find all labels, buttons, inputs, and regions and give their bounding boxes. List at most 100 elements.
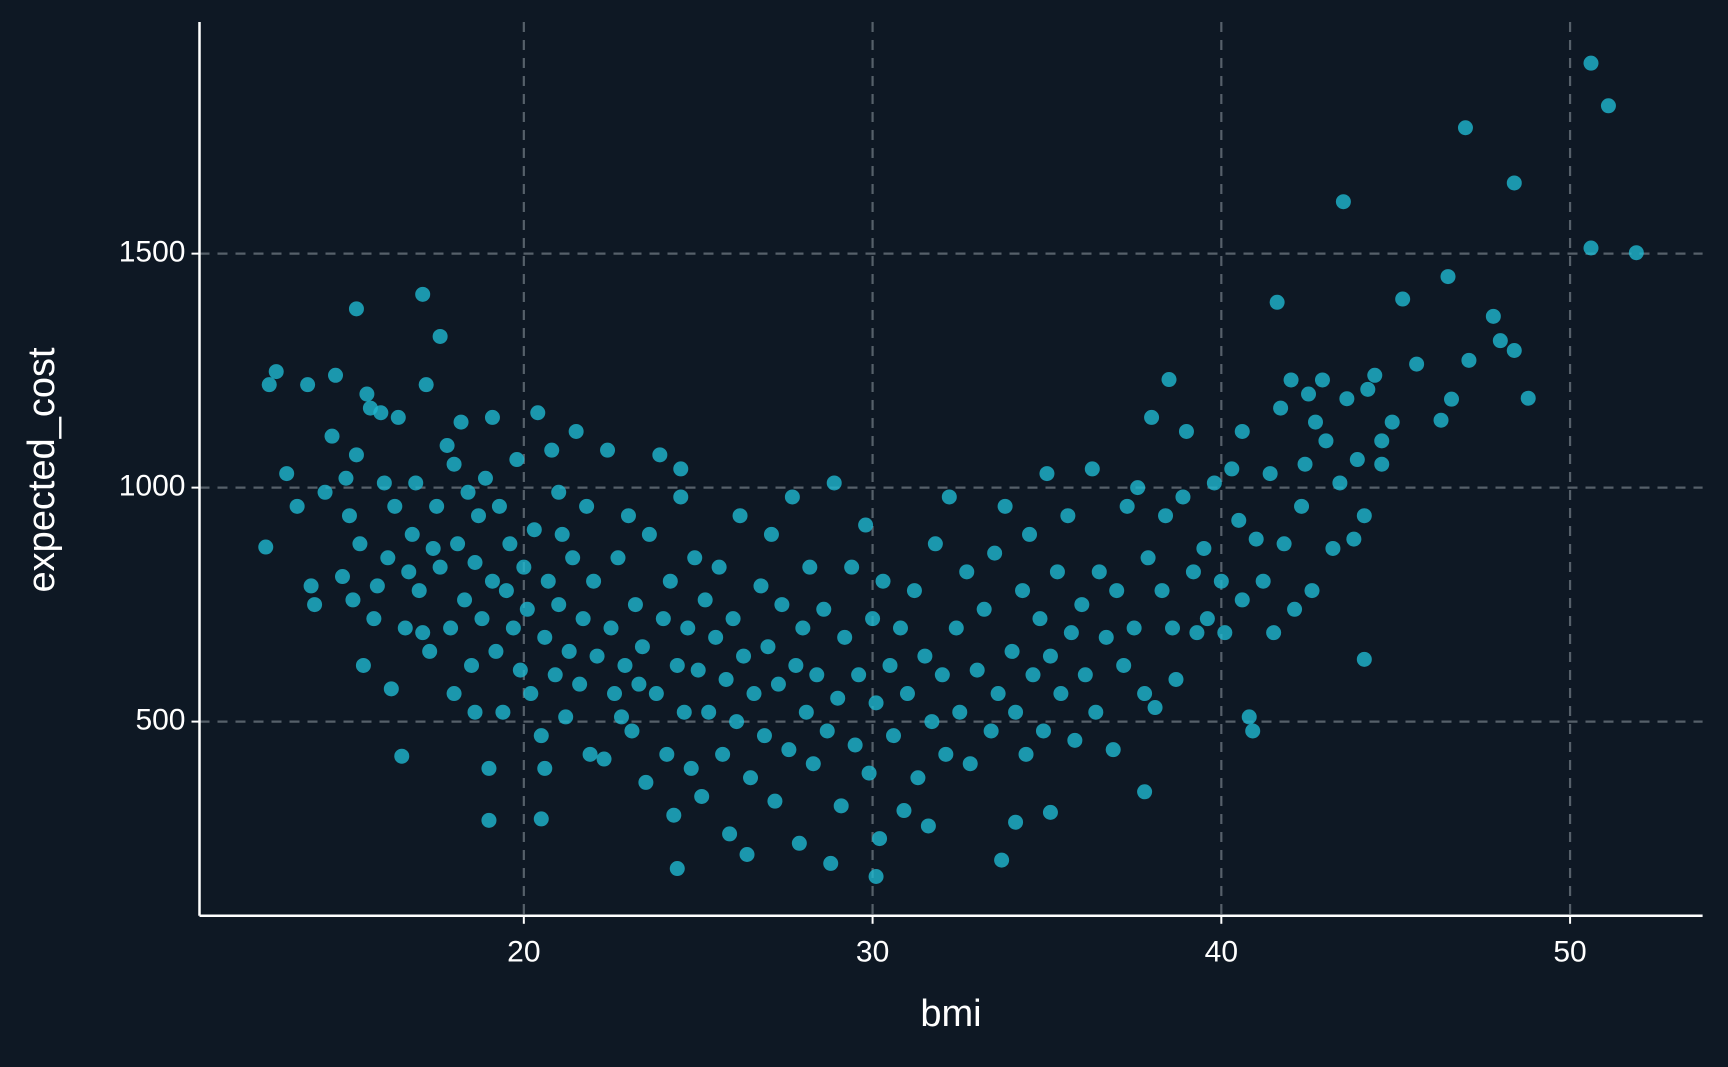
- point: [474, 611, 490, 627]
- point: [1175, 489, 1191, 505]
- point: [1178, 423, 1194, 439]
- points: [258, 55, 1644, 884]
- point: [920, 818, 936, 834]
- point: [328, 367, 344, 383]
- point: [1433, 412, 1449, 428]
- point: [770, 676, 786, 692]
- point: [1374, 456, 1390, 472]
- point: [617, 657, 633, 673]
- point: [600, 442, 616, 458]
- point: [390, 409, 406, 425]
- point: [1461, 352, 1477, 368]
- point: [446, 686, 462, 702]
- point: [432, 328, 448, 344]
- point: [753, 578, 769, 594]
- point: [1185, 564, 1201, 580]
- point: [851, 667, 867, 683]
- point: [1032, 611, 1048, 627]
- point: [1356, 651, 1372, 667]
- x-tick-label: 40: [1205, 936, 1238, 969]
- point: [669, 861, 685, 877]
- point: [976, 601, 992, 617]
- point: [1077, 667, 1093, 683]
- point: [1074, 597, 1090, 613]
- point: [1506, 343, 1522, 359]
- point: [1339, 391, 1355, 407]
- point: [279, 466, 295, 482]
- point: [380, 550, 396, 566]
- point: [355, 657, 371, 673]
- point: [491, 498, 507, 514]
- point: [1600, 98, 1616, 114]
- point: [544, 442, 560, 458]
- point: [805, 756, 821, 772]
- point: [1189, 625, 1205, 641]
- point: [481, 812, 497, 828]
- point: [1004, 643, 1020, 659]
- point: [1008, 814, 1024, 830]
- point: [673, 461, 689, 477]
- point: [788, 657, 804, 673]
- point: [791, 835, 807, 851]
- point: [610, 550, 626, 566]
- y-axis-title: expected_cost: [21, 347, 63, 592]
- point: [1287, 601, 1303, 617]
- point: [519, 601, 535, 617]
- point: [1245, 723, 1261, 739]
- point: [376, 475, 392, 491]
- point: [1018, 746, 1034, 762]
- point: [596, 751, 612, 767]
- point: [1583, 240, 1599, 256]
- point: [401, 564, 417, 580]
- point: [729, 714, 745, 730]
- point: [868, 695, 884, 711]
- point: [394, 748, 410, 764]
- point: [516, 559, 532, 575]
- point: [512, 662, 528, 678]
- point: [1116, 657, 1132, 673]
- point: [467, 554, 483, 570]
- point: [558, 709, 574, 725]
- point: [767, 793, 783, 809]
- point: [439, 438, 455, 454]
- point: [756, 728, 772, 744]
- point: [348, 447, 364, 463]
- point: [334, 569, 350, 585]
- point: [1060, 508, 1076, 524]
- point: [1318, 433, 1334, 449]
- point: [1098, 629, 1114, 645]
- point: [1088, 704, 1104, 720]
- point: [551, 484, 567, 500]
- point: [317, 484, 333, 500]
- point: [369, 578, 385, 594]
- point: [1360, 381, 1376, 397]
- point: [1144, 409, 1160, 425]
- point: [830, 690, 846, 706]
- point: [579, 498, 595, 514]
- point: [641, 526, 657, 542]
- point: [1008, 704, 1024, 720]
- point: [858, 517, 874, 533]
- point: [1084, 461, 1100, 477]
- point: [258, 539, 274, 555]
- point: [1105, 742, 1121, 758]
- point: [359, 386, 375, 402]
- point: [502, 536, 518, 552]
- point: [781, 742, 797, 758]
- point: [795, 620, 811, 636]
- point: [627, 597, 643, 613]
- point: [1119, 498, 1135, 514]
- point: [338, 470, 354, 486]
- point: [1325, 540, 1341, 556]
- point: [662, 573, 678, 589]
- point: [1231, 512, 1247, 528]
- point: [261, 377, 277, 393]
- point: [892, 620, 908, 636]
- point: [484, 573, 500, 589]
- point: [1374, 433, 1390, 449]
- point: [816, 601, 832, 617]
- point: [1042, 648, 1058, 664]
- point: [1168, 671, 1184, 687]
- point: [533, 811, 549, 827]
- point: [861, 765, 877, 781]
